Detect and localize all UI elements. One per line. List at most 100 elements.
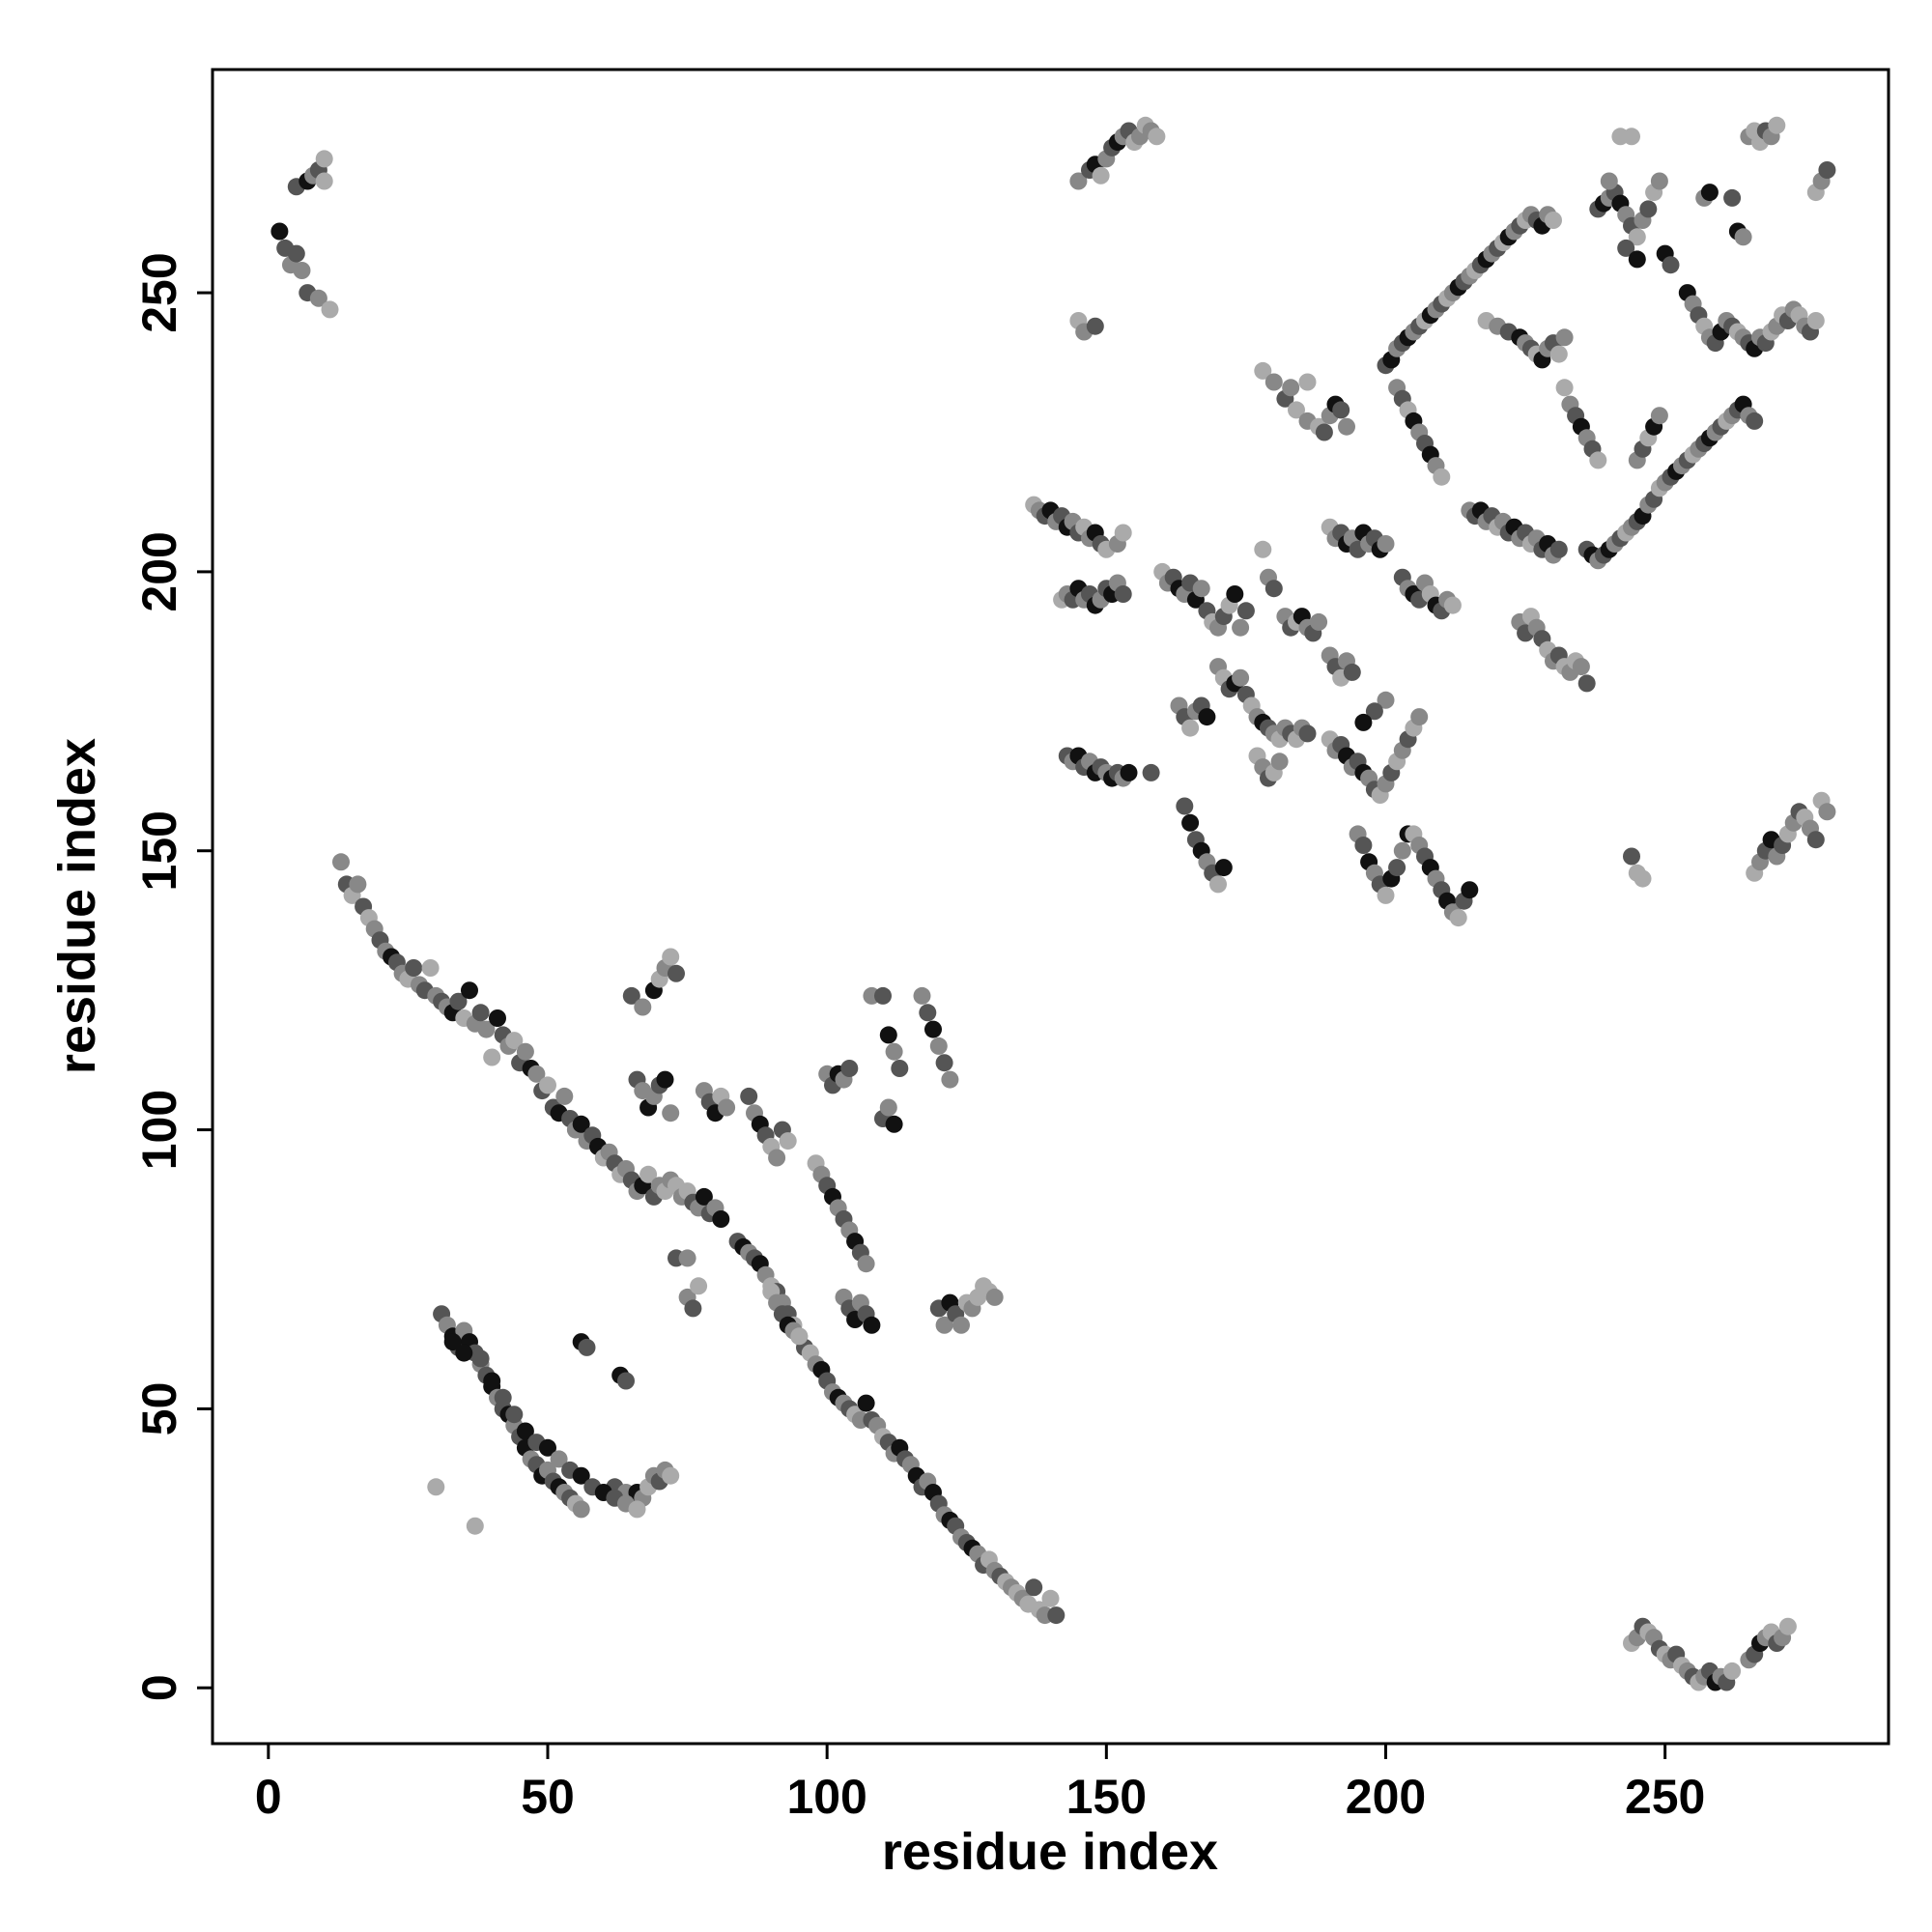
- data-point: [505, 1406, 524, 1424]
- data-point: [1114, 585, 1132, 603]
- y-tick-label: 150: [132, 810, 186, 891]
- data-point: [1181, 719, 1200, 737]
- data-point: [1723, 188, 1742, 207]
- data-point: [740, 1087, 758, 1105]
- data-point: [287, 244, 305, 263]
- data-point: [684, 1299, 702, 1318]
- data-point: [790, 1327, 809, 1346]
- data-point: [1176, 797, 1194, 815]
- data-point: [1377, 691, 1395, 709]
- data-point: [1639, 200, 1658, 218]
- data-point: [455, 1344, 473, 1362]
- data-point: [1628, 250, 1646, 269]
- data-point: [1650, 407, 1668, 425]
- data-point: [1310, 612, 1328, 631]
- data-point: [1288, 401, 1305, 419]
- data-point: [578, 1338, 596, 1356]
- data-point: [879, 1098, 897, 1117]
- data-point: [489, 1009, 506, 1027]
- y-tick-label: 0: [132, 1674, 186, 1701]
- data-point: [768, 1149, 786, 1167]
- y-tick-label: 100: [132, 1090, 186, 1170]
- data-point: [1086, 317, 1104, 335]
- data-point: [857, 1394, 875, 1412]
- data-point: [1662, 256, 1680, 274]
- data-point: [1443, 596, 1462, 614]
- data-point: [270, 222, 289, 241]
- data-point: [952, 1316, 970, 1334]
- data-point: [315, 150, 333, 168]
- data-point: [1041, 1589, 1060, 1607]
- data-point: [1623, 847, 1640, 866]
- data-point: [516, 1042, 534, 1061]
- x-tick-label: 150: [1066, 1770, 1147, 1824]
- data-point: [1433, 468, 1451, 486]
- data-point: [1623, 128, 1640, 146]
- data-point: [466, 1517, 484, 1535]
- y-tick-label: 250: [132, 252, 186, 332]
- data-point: [539, 1076, 556, 1094]
- data-point: [449, 992, 468, 1010]
- data-point: [1377, 535, 1395, 553]
- scatter-points: [270, 116, 1836, 1691]
- data-point: [1634, 869, 1652, 888]
- data-point: [421, 959, 440, 977]
- data-point: [1264, 580, 1283, 598]
- data-point: [1264, 373, 1283, 391]
- x-tick-label: 200: [1346, 1770, 1426, 1824]
- data-point: [483, 1048, 501, 1066]
- data-point: [1282, 379, 1300, 397]
- data-point: [1069, 172, 1088, 190]
- data-point: [913, 986, 931, 1005]
- data-point: [919, 1004, 937, 1022]
- data-point: [1746, 412, 1764, 430]
- data-point: [1315, 423, 1333, 441]
- data-point: [293, 262, 311, 279]
- data-point: [891, 1060, 909, 1077]
- data-point: [494, 1388, 512, 1406]
- data-point: [321, 300, 339, 319]
- data-point: [483, 1372, 501, 1390]
- data-point: [1298, 724, 1317, 743]
- data-point: [1120, 763, 1138, 781]
- data-point: [1650, 172, 1668, 190]
- data-point: [929, 1037, 948, 1055]
- data-point: [443, 1333, 462, 1351]
- data-point: [1734, 228, 1752, 246]
- data-point: [695, 1187, 713, 1206]
- data-point: [935, 1316, 953, 1334]
- data-point: [1254, 361, 1272, 380]
- y-tick-label: 200: [132, 531, 186, 611]
- data-point: [572, 1115, 590, 1133]
- data-point: [885, 1042, 903, 1061]
- data-point: [634, 998, 652, 1016]
- data-point: [1806, 831, 1825, 849]
- data-point: [427, 1478, 445, 1496]
- data-point: [477, 1020, 496, 1038]
- data-point: [935, 1054, 953, 1072]
- data-point: [1209, 875, 1227, 894]
- data-point: [857, 1255, 875, 1273]
- data-point: [678, 1249, 696, 1267]
- data-point: [309, 289, 327, 307]
- data-point: [1354, 837, 1373, 854]
- plot-frame: [211, 68, 1890, 1746]
- data-point: [1461, 881, 1479, 899]
- data-point: [1148, 128, 1166, 146]
- data-point: [1192, 580, 1210, 598]
- data-point: [1365, 702, 1383, 721]
- data-point: [1236, 602, 1255, 620]
- data-point: [572, 1466, 590, 1485]
- data-point: [572, 1500, 590, 1519]
- data-point: [539, 1438, 556, 1457]
- data-point: [617, 1372, 635, 1390]
- data-point: [1298, 373, 1317, 391]
- y-axis: 0 50 100 150 200 250: [132, 252, 213, 1701]
- data-point: [1332, 401, 1350, 419]
- data-point: [1232, 668, 1250, 687]
- data-point: [712, 1210, 730, 1228]
- data-point: [662, 1466, 680, 1485]
- data-point: [1142, 763, 1160, 781]
- data-point: [1388, 859, 1406, 877]
